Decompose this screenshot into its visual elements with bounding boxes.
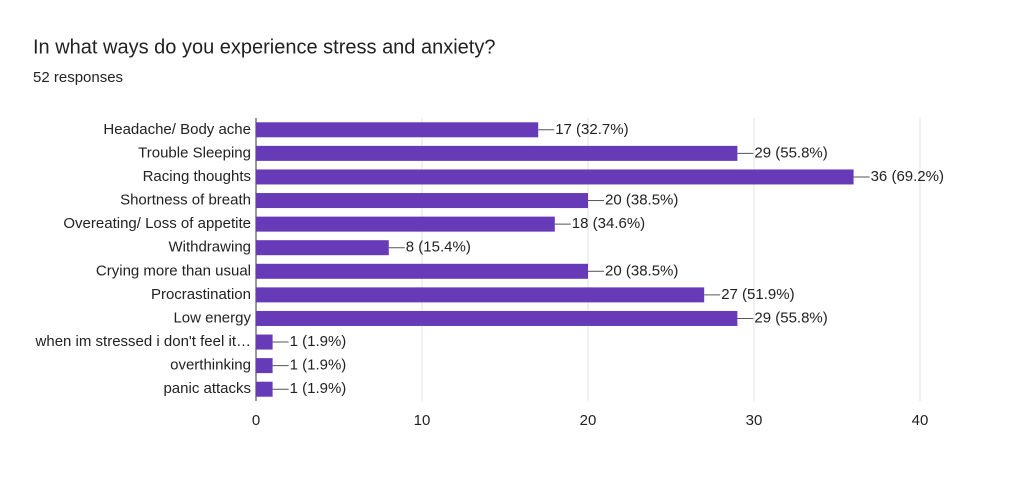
y-tick-label: Overeating/ Loss of appetite [63, 215, 251, 232]
data-label: 20 (38.5%) [605, 262, 678, 279]
bar [256, 263, 588, 279]
y-tick-label: Shortness of breath [120, 192, 251, 209]
data-label: 1 (1.9%) [290, 357, 347, 374]
y-tick-label: Procrastination [151, 286, 251, 303]
chart-title: In what ways do you experience stress an… [33, 36, 495, 58]
y-tick-label: Crying more than usual [96, 262, 251, 279]
data-label: 1 (1.9%) [290, 380, 347, 397]
data-label: 8 (15.4%) [406, 239, 471, 256]
x-tick-label: 20 [580, 412, 597, 429]
bar [256, 169, 854, 185]
data-label: 29 (55.8%) [754, 309, 827, 326]
bar [256, 240, 389, 256]
data-label: 1 (1.9%) [290, 333, 347, 350]
y-tick-label: Trouble Sleeping [138, 144, 251, 161]
y-tick-label: Withdrawing [168, 239, 251, 256]
data-label: 27 (51.9%) [721, 286, 794, 303]
bar [256, 193, 588, 209]
y-tick-label: Racing thoughts [143, 168, 251, 185]
data-label: 36 (69.2%) [871, 168, 944, 185]
y-tick-label: when im stressed i don't feel it… [35, 333, 251, 350]
data-label: 20 (38.5%) [605, 192, 678, 209]
bar [256, 122, 539, 138]
x-tick-label: 10 [414, 412, 431, 429]
bar [256, 381, 273, 397]
x-tick-label: 0 [252, 412, 260, 429]
bar [256, 216, 555, 232]
x-tick-label: 40 [912, 412, 929, 429]
bar [256, 310, 738, 326]
y-tick-label: Low energy [173, 309, 251, 326]
bar [256, 145, 738, 161]
x-tick-label: 30 [746, 412, 763, 429]
y-tick-label: panic attacks [163, 380, 251, 397]
data-label: 17 (32.7%) [555, 121, 628, 138]
data-label: 18 (34.6%) [572, 215, 645, 232]
bar [256, 334, 273, 350]
bar [256, 358, 273, 374]
y-tick-label: overthinking [170, 357, 251, 374]
bar [256, 287, 705, 303]
y-tick-label: Headache/ Body ache [103, 121, 251, 138]
data-label: 29 (55.8%) [754, 144, 827, 161]
chart-subtitle: 52 responses [33, 69, 123, 86]
